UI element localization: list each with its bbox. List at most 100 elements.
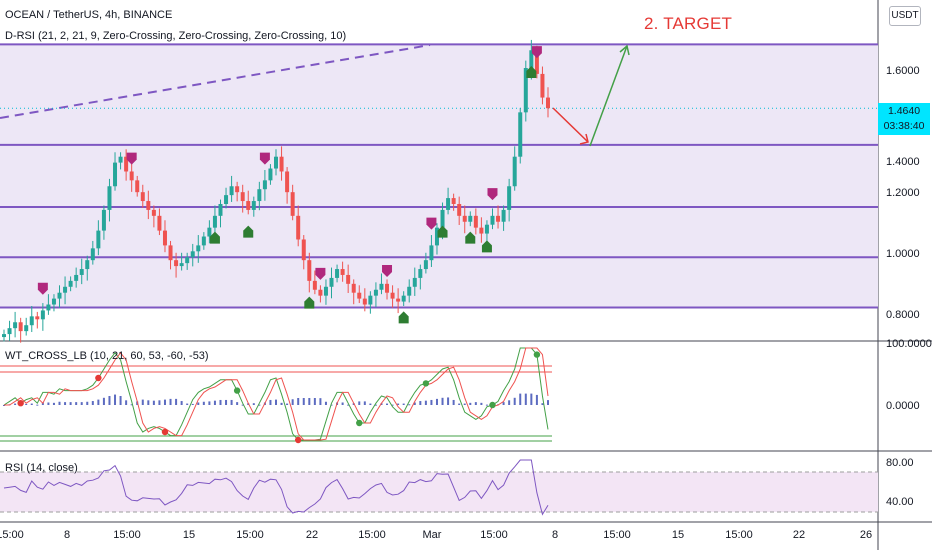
candle-body — [185, 257, 190, 264]
time-axis-label: 8 — [63, 529, 71, 541]
osc-histogram-bar — [347, 404, 350, 406]
bar-countdown: 03:38:40 — [883, 120, 925, 132]
candle-body — [229, 186, 234, 196]
candle-body — [312, 280, 317, 290]
osc-histogram-bar — [213, 400, 216, 405]
osc-cross-dot — [161, 428, 169, 436]
time-axis-label: 22 — [792, 529, 806, 541]
candle-body — [385, 283, 390, 293]
osc-histogram-bar — [280, 402, 283, 405]
candle-body — [251, 201, 256, 210]
osc-histogram-bar — [419, 401, 422, 405]
osc-histogram-bar — [14, 403, 17, 405]
osc-histogram-bar — [297, 398, 300, 405]
osc-cross-dot — [17, 400, 24, 407]
osc-cross-dot — [95, 374, 102, 382]
osc-histogram-bar — [241, 404, 244, 406]
osc-histogram-bar — [463, 403, 466, 405]
rsi-line — [3, 459, 549, 516]
candle-body — [140, 192, 145, 202]
osc-histogram-bar — [469, 402, 472, 405]
rsi-axis-label: 80.00 — [886, 457, 914, 469]
osc-histogram-bar — [147, 400, 150, 405]
osc-histogram-bar — [474, 402, 477, 405]
time-axis-label: 15:00 — [113, 529, 141, 541]
target-annotation: 2. TARGET — [644, 14, 733, 33]
osc-histogram-bar — [535, 394, 538, 405]
oscillator-legend[interactable]: WT_CROSS_LB (10, 21, 60, 53, -60, -53) — [5, 350, 209, 362]
time-axis-label: 26 — [859, 529, 873, 541]
osc-histogram-bar — [308, 398, 311, 405]
candle-body — [74, 274, 79, 281]
osc-histogram-bar — [447, 397, 450, 405]
osc-histogram-bar — [324, 401, 327, 405]
candle-body — [462, 215, 467, 222]
candle-body — [101, 209, 106, 231]
candle-body — [351, 283, 356, 293]
osc-histogram-bar — [408, 404, 411, 406]
candle-body — [90, 248, 95, 261]
candle-body — [35, 316, 40, 320]
time-axis-label: 15 — [182, 529, 196, 541]
buy-signal-marker — [465, 231, 476, 244]
osc-histogram-bar — [269, 399, 272, 405]
osc-histogram-bar — [230, 399, 233, 405]
osc-histogram-bar — [47, 402, 50, 405]
time-axis-label: 8 — [551, 529, 559, 541]
currency-button[interactable]: USDT — [889, 6, 921, 26]
osc-histogram-bar — [313, 398, 316, 405]
osc-histogram-bar — [180, 401, 183, 405]
candle-body — [368, 295, 373, 305]
candle-body — [479, 227, 484, 234]
osc-histogram-bar — [424, 400, 427, 405]
candle-body — [362, 298, 367, 305]
osc-histogram-bar — [202, 401, 205, 405]
candle-body — [507, 186, 512, 210]
price-axis-label: 1.6000 — [886, 65, 920, 77]
current-price: 1.4640 — [887, 105, 921, 117]
osc-histogram-bar — [175, 398, 178, 405]
candle-body — [235, 186, 240, 193]
candle-body — [473, 215, 478, 228]
candle-body — [7, 328, 12, 335]
candle-body — [307, 260, 312, 281]
osc-histogram-bar — [413, 402, 416, 405]
osc-axis-label: 0.0000 — [886, 400, 920, 412]
time-axis-label: 15:00 — [236, 529, 264, 541]
osc-histogram-bar — [441, 397, 444, 405]
up-arrow — [589, 45, 628, 147]
candle-body — [240, 192, 245, 202]
candle-body — [118, 156, 123, 163]
candle-body — [401, 295, 406, 302]
osc-histogram-bar — [435, 398, 438, 405]
rsi-legend[interactable]: RSI (14, close) — [5, 462, 78, 474]
candle-body — [468, 215, 473, 222]
osc-histogram-bar — [152, 400, 155, 405]
candle-body — [257, 189, 262, 202]
candle-body — [29, 316, 34, 326]
sell-signal-marker — [531, 46, 542, 59]
candle-body — [212, 215, 217, 228]
osc-histogram-bar — [458, 403, 461, 405]
symbol-legend[interactable]: OCEAN / TetherUS, 4h, BINANCE — [5, 9, 173, 21]
buy-signal-marker — [209, 231, 220, 244]
candle-body — [279, 156, 284, 172]
time-axis-label: 15:00 — [480, 529, 508, 541]
price-axis-label: 0.8000 — [886, 309, 920, 321]
osc-histogram-bar — [102, 397, 105, 405]
time-axis-label: 15:00 — [603, 529, 631, 541]
buy-signal-marker — [481, 240, 492, 253]
osc-histogram-bar — [219, 399, 222, 405]
osc-histogram-bar — [452, 399, 455, 405]
sell-signal-marker — [259, 152, 270, 165]
osc-histogram-bar — [430, 399, 433, 405]
candle-body — [96, 230, 101, 249]
osc-wt2-line — [4, 347, 549, 441]
indicator-legend[interactable]: D-RSI (21, 2, 21, 9, Zero-Crossing, Zero… — [5, 30, 347, 42]
candle-body — [46, 304, 51, 311]
osc-histogram-bar — [386, 403, 389, 405]
time-axis-label: 15:00 — [358, 529, 386, 541]
candle-body — [85, 260, 90, 270]
